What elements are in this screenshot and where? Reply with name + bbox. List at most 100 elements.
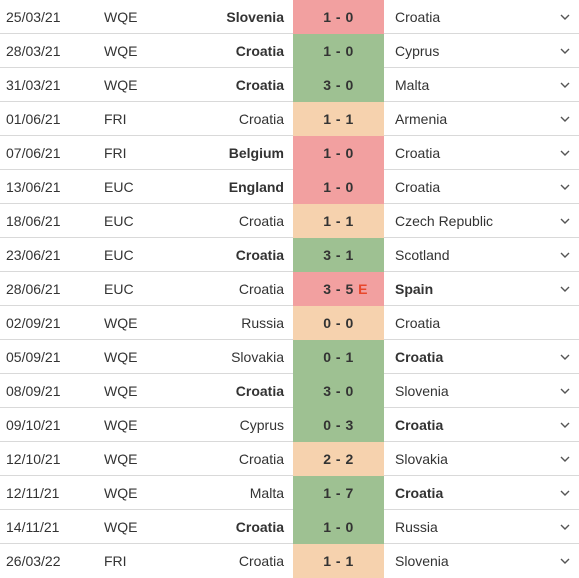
score-text: 2 - 2 (323, 451, 354, 467)
competition-code: WQE (104, 382, 138, 399)
match-row[interactable]: 25/03/21 WQE Slovenia 1 - 0 Croatia (0, 0, 579, 34)
home-team: Slovenia (226, 8, 284, 25)
match-date: 23/06/21 (6, 246, 61, 263)
competition-code: EUC (104, 246, 134, 263)
competition-code: EUC (104, 280, 134, 297)
score-box: 1 - 0 (293, 34, 384, 68)
score-text: 3 - 1 (323, 247, 354, 263)
chevron-down-icon[interactable] (560, 556, 570, 566)
home-team: Russia (241, 314, 284, 331)
score-box: 1 - 0 (293, 0, 384, 34)
chevron-down-icon[interactable] (560, 352, 570, 362)
chevron-down-icon[interactable] (560, 148, 570, 158)
score-text: 1 - 1 (323, 213, 354, 229)
chevron-down-icon[interactable] (560, 454, 570, 464)
match-date: 12/10/21 (6, 450, 61, 467)
match-row[interactable]: 28/06/21 EUC Croatia 3 - 5 E Spain (0, 272, 579, 306)
away-team: Malta (395, 76, 430, 93)
away-team: Scotland (395, 246, 450, 263)
match-date: 08/09/21 (6, 382, 61, 399)
chevron-down-icon[interactable] (560, 250, 570, 260)
chevron-down-icon[interactable] (560, 420, 570, 430)
score-box: 0 - 1 (293, 340, 384, 374)
match-row[interactable]: 01/06/21 FRI Croatia 1 - 1 Armenia (0, 102, 579, 136)
score-box: 2 - 2 (293, 442, 384, 476)
competition-code: WQE (104, 42, 138, 59)
chevron-down-icon[interactable] (560, 114, 570, 124)
away-team: Russia (395, 518, 438, 535)
competition-code: WQE (104, 518, 138, 535)
score-text: 1 - 1 (323, 553, 354, 569)
match-row[interactable]: 13/06/21 EUC England 1 - 0 Croatia (0, 170, 579, 204)
away-team: Croatia (395, 484, 444, 501)
match-date: 12/11/21 (6, 484, 60, 501)
score-box: 3 - 0 (293, 68, 384, 102)
chevron-down-icon[interactable] (560, 284, 570, 294)
score-text: 1 - 0 (323, 9, 354, 25)
competition-code: WQE (104, 348, 138, 365)
chevron-down-icon[interactable] (560, 46, 570, 56)
away-team: Spain (395, 280, 434, 297)
score-box: 0 - 0 (293, 306, 384, 340)
away-team: Slovenia (395, 382, 449, 399)
away-team: Czech Republic (395, 212, 494, 229)
chevron-down-icon[interactable] (560, 12, 570, 22)
competition-code: WQE (104, 416, 138, 433)
home-team: Croatia (238, 553, 284, 569)
competition-code: FRI (104, 553, 127, 569)
match-row[interactable]: 14/11/21 WQE Croatia 1 - 0 Russia (0, 510, 579, 544)
match-row[interactable]: 09/10/21 WQE Cyprus 0 - 3 Croatia (0, 408, 579, 442)
score-text: 1 - 0 (323, 43, 354, 59)
match-date: 01/06/21 (6, 110, 61, 127)
match-row[interactable]: 26/03/22 FRI Croatia 1 - 1 Slovenia (0, 544, 579, 578)
home-team: Croatia (238, 212, 284, 229)
score-text: 1 - 0 (323, 145, 354, 161)
chevron-down-icon[interactable] (560, 216, 570, 226)
score-text: 0 - 3 (323, 417, 354, 433)
chevron-down-icon[interactable] (560, 386, 570, 396)
chevron-down-icon[interactable] (560, 182, 570, 192)
away-team: Slovenia (395, 553, 449, 569)
score-box: 1 - 1 (293, 102, 384, 136)
away-team: Croatia (395, 144, 441, 161)
home-team: Belgium (228, 144, 284, 161)
match-row[interactable]: 28/03/21 WQE Croatia 1 - 0 Cyprus (0, 34, 579, 68)
match-row[interactable]: 18/06/21 EUC Croatia 1 - 1 Czech Republic (0, 204, 579, 238)
extra-time-tag: E (358, 281, 368, 297)
competition-code: WQE (104, 314, 138, 331)
match-row[interactable]: 23/06/21 EUC Croatia 3 - 1 Scotland (0, 238, 579, 272)
score-box: 0 - 3 (293, 408, 384, 442)
score-text: 1 - 0 (323, 519, 354, 535)
score-text: 0 - 0 (323, 315, 354, 331)
score-text: 3 - 5 (323, 281, 354, 297)
match-date: 07/06/21 (6, 144, 61, 161)
competition-code: FRI (104, 110, 127, 127)
away-team: Croatia (395, 348, 444, 365)
match-date: 14/11/21 (6, 518, 60, 535)
competition-code: WQE (104, 450, 138, 467)
home-team: Croatia (235, 382, 284, 399)
score-text: 3 - 0 (323, 77, 354, 93)
competition-code: FRI (104, 144, 127, 161)
match-row[interactable]: 12/10/21 WQE Croatia 2 - 2 Slovakia (0, 442, 579, 476)
home-team: Croatia (235, 76, 284, 93)
competition-code: EUC (104, 212, 134, 229)
away-team: Croatia (395, 416, 444, 433)
score-text: 3 - 0 (323, 383, 354, 399)
match-row[interactable]: 08/09/21 WQE Croatia 3 - 0 Slovenia (0, 374, 579, 408)
match-date: 05/09/21 (6, 348, 61, 365)
score-box: 1 - 1 (293, 204, 384, 238)
competition-code: WQE (104, 76, 138, 93)
match-row[interactable]: 07/06/21 FRI Belgium 1 - 0 Croatia (0, 136, 579, 170)
score-box: 1 - 0 (293, 136, 384, 170)
match-row[interactable]: 05/09/21 WQE Slovakia 0 - 1 Croatia (0, 340, 579, 374)
match-row: 02/09/21 WQE Russia 0 - 0 Croatia (0, 306, 579, 340)
match-row[interactable]: 12/11/21 WQE Malta 1 - 7 Croatia (0, 476, 579, 510)
chevron-down-icon[interactable] (560, 522, 570, 532)
score-text: 1 - 7 (323, 485, 354, 501)
match-date: 28/03/21 (6, 42, 61, 59)
match-row[interactable]: 31/03/21 WQE Croatia 3 - 0 Malta (0, 68, 579, 102)
chevron-down-icon[interactable] (560, 80, 570, 90)
chevron-down-icon[interactable] (560, 488, 570, 498)
